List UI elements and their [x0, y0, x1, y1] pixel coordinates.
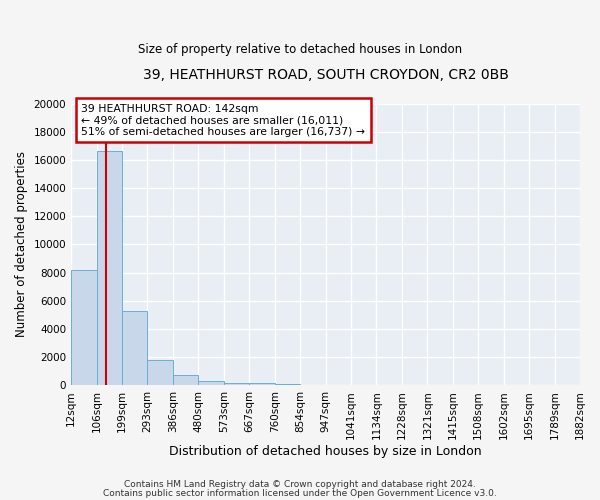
Y-axis label: Number of detached properties: Number of detached properties: [15, 152, 28, 338]
Text: Contains HM Land Registry data © Crown copyright and database right 2024.: Contains HM Land Registry data © Crown c…: [124, 480, 476, 489]
Bar: [249, 383, 275, 386]
Title: 39, HEATHHURST ROAD, SOUTH CROYDON, CR2 0BB: 39, HEATHHURST ROAD, SOUTH CROYDON, CR2 …: [143, 68, 509, 82]
Bar: [122, 310, 148, 386]
Bar: [199, 381, 224, 386]
Bar: [173, 376, 199, 386]
Text: Size of property relative to detached houses in London: Size of property relative to detached ho…: [138, 42, 462, 56]
X-axis label: Distribution of detached houses by size in London: Distribution of detached houses by size …: [169, 444, 482, 458]
Bar: [300, 384, 326, 386]
Bar: [275, 384, 300, 386]
Text: Contains public sector information licensed under the Open Government Licence v3: Contains public sector information licen…: [103, 488, 497, 498]
Text: 39 HEATHHURST ROAD: 142sqm
← 49% of detached houses are smaller (16,011)
51% of : 39 HEATHHURST ROAD: 142sqm ← 49% of deta…: [82, 104, 365, 136]
Bar: [148, 360, 173, 386]
Bar: [97, 152, 122, 386]
Bar: [224, 382, 249, 386]
Bar: [71, 270, 97, 386]
